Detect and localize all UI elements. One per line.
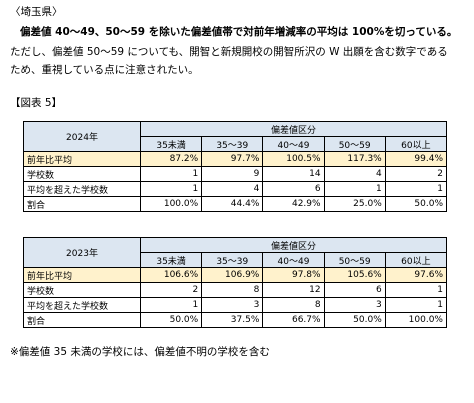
header-row: 2024年 偏差値区分 bbox=[23, 121, 447, 152]
cell: 66.7% bbox=[262, 312, 325, 328]
row-label: 前年比平均 bbox=[23, 151, 141, 167]
data-row: 学校数 1 9 14 4 2 bbox=[23, 166, 448, 182]
heading: 〈埼玉県〉 bbox=[10, 6, 63, 18]
year-header: 2024年 bbox=[23, 121, 141, 152]
cell: 42.9% bbox=[262, 196, 325, 212]
column-header: 50～59 bbox=[323, 136, 386, 152]
cell: 6 bbox=[323, 282, 386, 298]
data-table: 2023年 偏差値区分 35未満 35～39 40～49 50～59 60以上 前年比平均 10… bbox=[23, 237, 448, 328]
figure-label: 【図表 5】 bbox=[10, 97, 63, 109]
column-header: 40～49 bbox=[262, 252, 325, 268]
data-row: 平均を超えた学校数 1 4 6 1 1 bbox=[23, 181, 448, 197]
cell: 1 bbox=[384, 181, 448, 197]
group-header: 偏差値区分 bbox=[140, 237, 447, 253]
cell: 97.8% bbox=[262, 267, 325, 283]
data-row: 割合 100.0% 44.4% 42.9% 25.0% 50.0% bbox=[23, 196, 448, 212]
cell: 14 bbox=[262, 166, 325, 182]
column-header: 35～39 bbox=[201, 252, 264, 268]
cell: 100.5% bbox=[262, 151, 325, 167]
data-row: 平均を超えた学校数 1 3 8 3 1 bbox=[23, 297, 448, 313]
group-header: 偏差値区分 bbox=[140, 121, 447, 137]
column-header: 60以上 bbox=[384, 252, 448, 268]
data-row: 割合 50.0% 37.5% 66.7% 50.0% 100.0% bbox=[23, 312, 448, 328]
column-header: 35～39 bbox=[201, 136, 264, 152]
cell: 50.0% bbox=[384, 196, 448, 212]
cell: 97.6% bbox=[384, 267, 448, 283]
data-row: 前年比平均 87.2% 97.7% 100.5% 117.3% 99.4% bbox=[23, 151, 448, 167]
cell: 1 bbox=[384, 297, 448, 313]
row-label: 前年比平均 bbox=[23, 267, 141, 283]
cell: 9 bbox=[201, 166, 264, 182]
data-row: 前年比平均 106.6% 106.9% 97.8% 105.6% 97.6% bbox=[23, 267, 448, 283]
cell: 1 bbox=[323, 181, 386, 197]
cell: 3 bbox=[323, 297, 386, 313]
cell: 50.0% bbox=[139, 312, 203, 328]
cell: 8 bbox=[201, 282, 264, 298]
paragraph-line: ただし、偏差値 50～59 についても、開智と新規開校の開智所沢の W 出願を含… bbox=[10, 46, 448, 58]
cell: 99.4% bbox=[384, 151, 448, 167]
cell: 105.6% bbox=[323, 267, 386, 283]
footnote: ※偏差値 35 未満の学校には、偏差値不明の学校を含む bbox=[10, 346, 270, 358]
cell: 1 bbox=[139, 297, 203, 313]
year-header: 2023年 bbox=[23, 237, 141, 268]
header-row: 35未満 35～39 40～49 50～59 60以上 bbox=[24, 136, 448, 152]
cell: 3 bbox=[201, 297, 264, 313]
cell: 1 bbox=[139, 166, 203, 182]
cell: 25.0% bbox=[323, 196, 386, 212]
cell: 2 bbox=[139, 282, 203, 298]
row-label: 平均を超えた学校数 bbox=[23, 181, 141, 197]
cell: 106.9% bbox=[201, 267, 264, 283]
row-label: 割合 bbox=[23, 196, 141, 212]
cell: 1 bbox=[139, 181, 203, 197]
cell: 100.0% bbox=[384, 312, 448, 328]
column-header: 60以上 bbox=[384, 136, 448, 152]
column-header: 35未満 bbox=[139, 252, 203, 268]
cell: 8 bbox=[262, 297, 325, 313]
cell: 1 bbox=[384, 282, 448, 298]
cell: 6 bbox=[262, 181, 325, 197]
paragraph-line: ため、重視している点に注意されたい。 bbox=[10, 64, 199, 76]
header-row: 2023年 偏差値区分 bbox=[23, 237, 447, 268]
cell: 87.2% bbox=[139, 151, 203, 167]
column-header: 35未満 bbox=[139, 136, 203, 152]
column-header: 40～49 bbox=[262, 136, 325, 152]
data-table: 2024年 偏差値区分 35未満 35～39 40～49 50～59 60以上 前年比平均 87… bbox=[23, 121, 448, 212]
cell: 44.4% bbox=[201, 196, 264, 212]
cell: 2 bbox=[384, 166, 448, 182]
cell: 4 bbox=[323, 166, 386, 182]
lead: 偏差値 40～49、50～59 を除いた偏差値帯で対前年増減率の平均は 100%… bbox=[20, 26, 458, 38]
cell: 50.0% bbox=[323, 312, 386, 328]
column-header: 50～59 bbox=[323, 252, 386, 268]
cell: 37.5% bbox=[201, 312, 264, 328]
data-row: 学校数 2 8 12 6 1 bbox=[23, 282, 448, 298]
cell: 117.3% bbox=[323, 151, 386, 167]
cell: 100.0% bbox=[139, 196, 203, 212]
row-label: 割合 bbox=[23, 312, 141, 328]
cell: 97.7% bbox=[201, 151, 264, 167]
cell: 4 bbox=[201, 181, 264, 197]
row-label: 学校数 bbox=[23, 282, 141, 298]
row-label: 学校数 bbox=[23, 166, 141, 182]
cell: 12 bbox=[262, 282, 325, 298]
row-label: 平均を超えた学校数 bbox=[23, 297, 141, 313]
cell: 106.6% bbox=[139, 267, 203, 283]
